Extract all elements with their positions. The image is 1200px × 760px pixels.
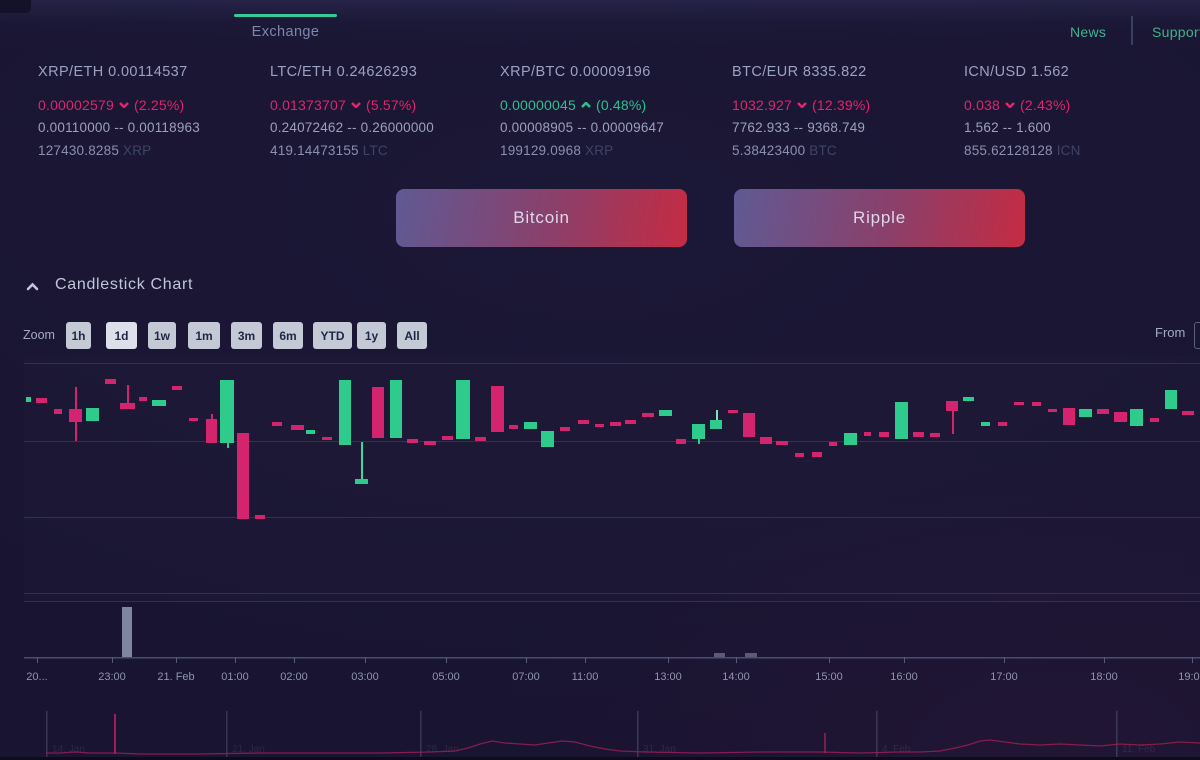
svg-text:28. Jan: 28. Jan (426, 744, 459, 755)
svg-text:23:00: 23:00 (98, 671, 126, 683)
svg-text:4. Feb: 4. Feb (882, 744, 911, 755)
svg-text:31. Jan: 31. Jan (643, 744, 676, 755)
svg-text:03:00: 03:00 (351, 671, 379, 683)
svg-text:16:00: 16:00 (890, 671, 918, 683)
svg-text:02:00: 02:00 (280, 671, 308, 683)
svg-text:11. Feb: 11. Feb (1122, 744, 1156, 755)
svg-text:14. Jan: 14. Jan (52, 744, 85, 755)
svg-text:14:00: 14:00 (722, 671, 750, 683)
svg-text:18:00: 18:00 (1090, 671, 1118, 683)
svg-text:07:00: 07:00 (512, 671, 540, 683)
svg-text:20...: 20... (26, 671, 47, 683)
svg-text:19:00: 19:00 (1178, 671, 1200, 683)
svg-text:13:00: 13:00 (654, 671, 682, 683)
svg-text:21. Jan: 21. Jan (232, 744, 265, 755)
svg-text:11:00: 11:00 (572, 671, 599, 683)
svg-text:05:00: 05:00 (432, 671, 460, 683)
svg-text:21. Feb: 21. Feb (157, 671, 194, 683)
svg-text:01:00: 01:00 (221, 671, 249, 683)
svg-text:17:00: 17:00 (990, 671, 1018, 683)
svg-text:15:00: 15:00 (815, 671, 843, 683)
